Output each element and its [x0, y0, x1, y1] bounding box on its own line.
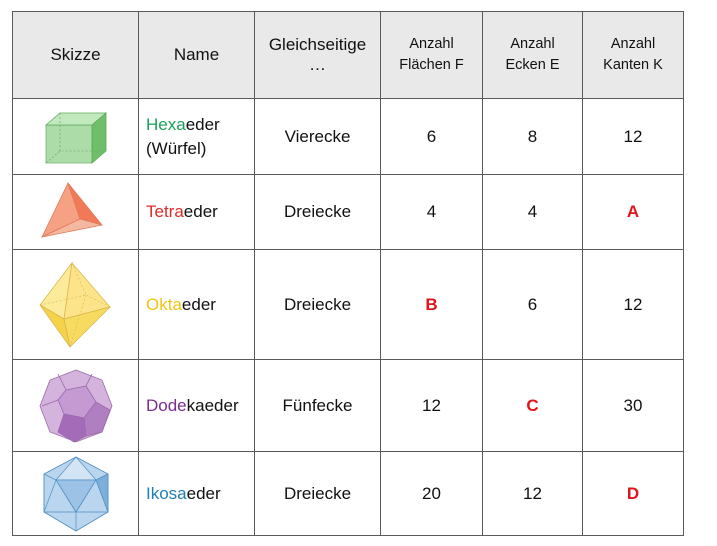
name-suffix: eder	[185, 114, 220, 134]
faces-cell: 20	[380, 451, 483, 536]
header-name: Name	[138, 11, 255, 99]
faces-cell: 4	[380, 174, 483, 250]
faces-cell: 6	[380, 98, 483, 175]
name-prefix: Ikosa	[146, 483, 187, 503]
name-prefix: Tetra	[146, 202, 184, 221]
vertices-cell: C	[482, 359, 583, 452]
name-prefix: Hexa	[146, 114, 186, 134]
table-row: Dodekaeder Fünfecke 12 C 30	[12, 359, 684, 452]
header-vertices: Anzahl Ecken E	[482, 11, 583, 99]
edges-cell: 30	[582, 359, 684, 452]
edges-cell: 12	[582, 98, 684, 175]
table-row: Ikosaeder Dreiecke 20 12 D	[12, 451, 684, 536]
faces-type-cell: Dreiecke	[254, 249, 381, 360]
header-faces-type: Gleichseitige …	[254, 11, 381, 99]
name-suffix: kaeder	[186, 395, 239, 415]
name-cell: Tetraeder	[138, 174, 255, 250]
sketch-cell	[12, 249, 139, 360]
cube-icon	[44, 111, 107, 164]
name-suffix: eder	[183, 202, 218, 221]
vertices-cell: 8	[482, 98, 583, 175]
table-row: Oktaeder Dreiecke B 6 12	[12, 249, 684, 360]
faces-type-cell: Vierecke	[254, 98, 381, 175]
polyhedra-table: Skizze Name Gleichseitige … Anzahl Fläch…	[12, 11, 684, 536]
header-edges: Anzahl Kanten K	[582, 11, 684, 99]
name-suffix: eder	[186, 483, 221, 503]
name-prefix: Dode	[146, 395, 187, 415]
table-row: Tetraeder Dreiecke 4 4 A	[12, 174, 684, 250]
table-row: Hexaeder (Würfel) Vierecke 6 8 12	[12, 98, 684, 175]
header-sketch: Skizze	[12, 11, 139, 99]
sketch-cell	[12, 98, 139, 175]
name-cell: Ikosaeder	[138, 451, 255, 536]
name-cell: Dodekaeder	[138, 359, 255, 452]
tetrahedron-icon	[40, 181, 103, 238]
icosahedron-icon	[42, 455, 109, 532]
edges-cell: 12	[582, 249, 684, 360]
faces-type-cell: Dreiecke	[254, 451, 381, 536]
vertices-cell: 6	[482, 249, 583, 360]
name-cell: Hexaeder (Würfel)	[138, 98, 255, 175]
vertices-cell: 4	[482, 174, 583, 250]
name-cell: Oktaeder	[138, 249, 255, 360]
edges-cell: D	[582, 451, 684, 536]
faces-type-cell: Dreiecke	[254, 174, 381, 250]
sketch-cell	[12, 359, 139, 452]
faces-cell: B	[380, 249, 483, 360]
sketch-cell	[12, 451, 139, 536]
sketch-cell	[12, 174, 139, 250]
vertices-cell: 12	[482, 451, 583, 536]
name-suffix: eder	[181, 294, 216, 314]
header-faces: Anzahl Flächen F	[380, 11, 483, 99]
octahedron-icon	[38, 261, 111, 348]
name-extra: (Würfel)	[146, 138, 207, 158]
name-prefix: Okta	[146, 294, 182, 314]
edges-cell: A	[582, 174, 684, 250]
faces-cell: 12	[380, 359, 483, 452]
header-row: Skizze Name Gleichseitige … Anzahl Fläch…	[12, 11, 684, 99]
faces-type-cell: Fünfecke	[254, 359, 381, 452]
dodecahedron-icon	[39, 369, 112, 442]
